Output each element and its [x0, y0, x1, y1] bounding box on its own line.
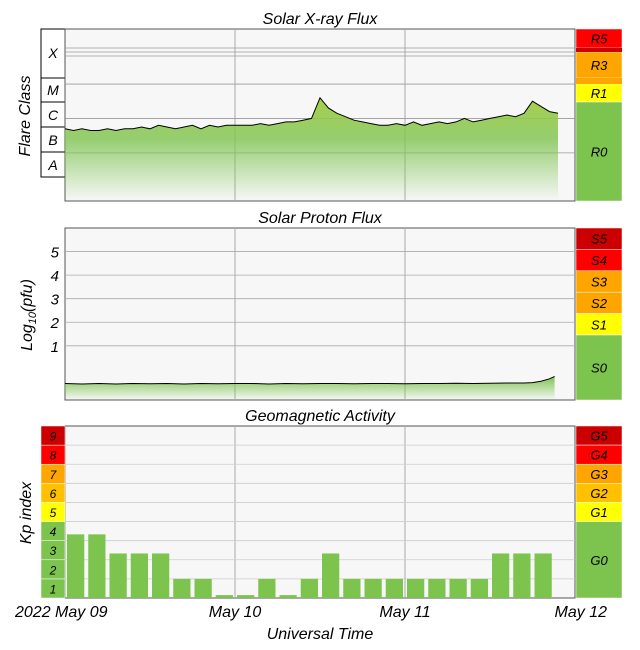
kp-bar [67, 534, 85, 598]
xray-ylabel: Flare Class [17, 76, 34, 157]
scale-g5-label: G5 [590, 429, 608, 444]
xray-title: Solar X-ray Flux [263, 11, 379, 28]
kp-bar [407, 578, 425, 598]
proton-s-scale: S5 S4 S3 S2 S1 S0 [575, 227, 623, 401]
x-axis-ticks: 2022 May 09 May 10 May 11 May 12 [14, 604, 607, 621]
kp-g-scale: G5 G4 G3 G2 G1 G0 [575, 425, 623, 599]
proton-ytick-label: 1 [51, 339, 59, 356]
kp-bar [173, 578, 191, 598]
x-axis-tick-label: May 10 [209, 604, 262, 621]
kp-level-label: 5 [50, 506, 57, 520]
xray-flux-area [65, 97, 558, 201]
xray-class-label: M [47, 82, 59, 98]
proton-ylabel-paren: (pfu) [19, 279, 36, 312]
proton-series [64, 375, 555, 400]
x-axis-label: Universal Time [267, 626, 374, 643]
scale-g3-label: G3 [590, 467, 608, 482]
kp-bar [109, 553, 127, 598]
proton-ylabel-main: Log [19, 324, 36, 351]
proton-yticks: 1 2 3 4 5 [50, 245, 60, 356]
kp-bar [88, 534, 106, 598]
kp-bar [237, 595, 255, 598]
proton-ytick-label: 2 [50, 315, 60, 332]
kp-level-label: 2 [49, 563, 57, 577]
kp-bar [343, 578, 361, 598]
xray-flux-line [64, 96, 559, 132]
xray-class-label: X [47, 45, 58, 61]
scale-s2-label: S2 [591, 296, 608, 311]
kp-ylabel: Kp index [18, 481, 35, 544]
kp-bars [67, 534, 552, 598]
kp-bar [279, 595, 297, 598]
xray-series [64, 96, 559, 201]
scale-s3-label: S3 [591, 275, 608, 290]
kp-grid [65, 426, 575, 598]
scale-s5-label: S5 [591, 232, 608, 247]
x-axis-tick-label: May 12 [555, 604, 608, 621]
scale-r1-label: R1 [591, 86, 608, 101]
kp-level-label: 6 [50, 487, 57, 501]
xray-class-label: B [48, 132, 57, 148]
kp-level-box [40, 425, 66, 446]
kp-bar [513, 553, 531, 598]
scale-g0-box [575, 521, 623, 599]
kp-level-label: 8 [50, 449, 57, 463]
proton-grid [65, 228, 575, 400]
kp-level-label: 1 [50, 582, 57, 596]
proton-title: Solar Proton Flux [258, 210, 383, 227]
scale-r0-box [575, 101, 623, 202]
xray-class-label: A [47, 157, 57, 173]
kp-bar [534, 553, 552, 598]
kp-bar [492, 553, 510, 598]
proton-ytick-label: 5 [51, 245, 60, 262]
x-axis-tick-label: 2022 May 09 [14, 604, 108, 621]
kp-bar [449, 578, 467, 598]
scale-r0-label: R0 [591, 145, 608, 160]
kp-level-label: 7 [50, 468, 58, 482]
kp-bar [470, 578, 488, 598]
kp-bar [364, 578, 382, 598]
kp-level-label: 9 [50, 430, 57, 444]
scale-r3-label: R3 [591, 58, 608, 73]
proton-flux-area [65, 376, 555, 400]
proton-ytick-label: 3 [51, 292, 60, 309]
proton-ylabel-sub: 10 [27, 311, 39, 324]
x-axis-tick-label: May 11 [379, 604, 430, 621]
scale-s1-label: S1 [591, 317, 607, 332]
proton-ytick-label: 4 [51, 268, 59, 285]
scale-s0-label: S0 [591, 361, 608, 376]
kp-title: Geomagnetic Activity [245, 408, 396, 425]
xray-class-label: C [48, 107, 59, 123]
kp-bar [385, 578, 403, 598]
kp-bar [194, 578, 212, 598]
scale-g0-label: G0 [590, 553, 608, 568]
proton-ylabel: Log10(pfu) [19, 279, 39, 351]
scale-g1-label: G1 [590, 505, 607, 520]
scale-s0-box [575, 334, 623, 401]
kp-bar [428, 578, 446, 598]
scale-r5-label: R5 [591, 32, 608, 47]
kp-bar [215, 595, 233, 598]
kp-bar [130, 553, 148, 598]
kp-bar [258, 578, 276, 598]
scale-r4-box [576, 48, 622, 52]
kp-level-column: 1 2 3 4 5 6 7 8 9 [40, 425, 66, 599]
kp-bar [322, 553, 340, 598]
kp-bar [300, 578, 318, 598]
proton-flux-line [64, 375, 555, 385]
proton-plot-area [64, 227, 576, 401]
scale-g2-label: G2 [590, 486, 608, 501]
kp-level-label: 3 [50, 544, 57, 558]
scale-s4-label: S4 [591, 253, 607, 268]
kp-plot-area [64, 425, 576, 599]
scale-g4-label: G4 [590, 448, 607, 463]
xray-r-scale: R5 R3 R1 R0 [575, 28, 623, 202]
kp-level-label: 4 [50, 525, 57, 539]
scale-r2-box [576, 78, 622, 84]
kp-bar [152, 553, 170, 598]
